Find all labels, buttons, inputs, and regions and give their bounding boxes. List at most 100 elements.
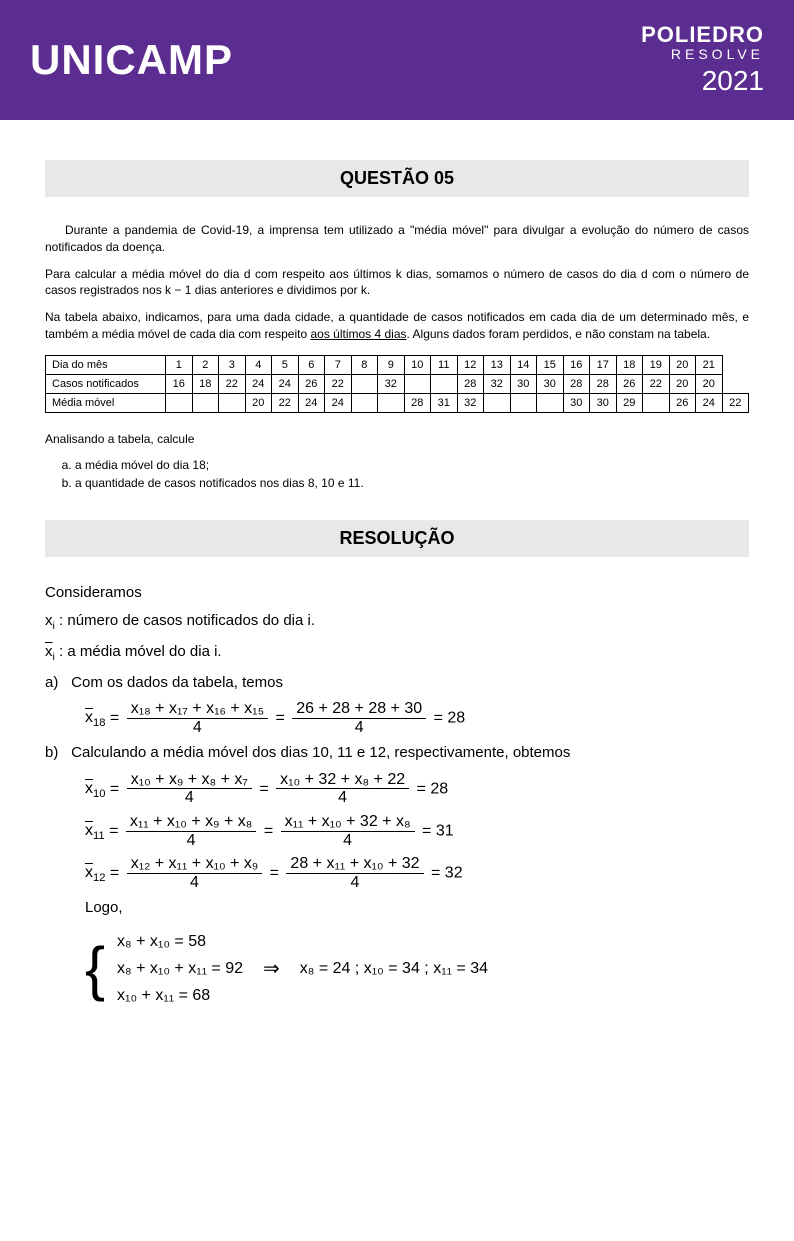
table-row-label: Casos notificados [46, 374, 166, 393]
table-cell: 22 [272, 393, 299, 412]
sys-line2: x₈ + x₁₀ + x₁₁ = 92 [117, 955, 243, 982]
b3-d2: 4 [286, 874, 423, 892]
table-cell: 8 [351, 355, 378, 374]
frac-a1: x₁₈ + x₁₇ + x₁₆ + x₁₅ 4 [127, 700, 268, 736]
table-cell [192, 393, 219, 412]
resolution-body: Consideramos xi : número de casos notifi… [45, 582, 749, 1010]
table-cell [404, 374, 431, 393]
table-cell [166, 393, 193, 412]
unicamp-logo: UNICAMP [30, 36, 233, 84]
b1-lhs: x10 [85, 780, 105, 797]
arrow-icon: ⇒ [263, 954, 280, 984]
def2-var: xi [45, 643, 55, 660]
a-den1: 4 [127, 719, 268, 737]
sys-line3: x₁₀ + x₁₁ = 68 [117, 982, 243, 1009]
brand-line1: POLIEDRO [641, 23, 764, 47]
table-cell: 6 [298, 355, 325, 374]
table-cell [351, 393, 378, 412]
analyse-text: Analisando a tabela, calcule [45, 431, 749, 448]
question-items: a média móvel do dia 18; a quantidade de… [75, 458, 749, 490]
table-cell: 5 [272, 355, 299, 374]
brand-line2: RESOLVE [641, 47, 764, 62]
def2: xi : a média móvel do dia i. [45, 641, 749, 666]
table-cell: 24 [696, 393, 723, 412]
table-cell: 31 [431, 393, 458, 412]
table-cell: 22 [643, 374, 670, 393]
b2-lhs: x11 [85, 822, 105, 839]
table-cell: 4 [245, 355, 272, 374]
table-cell: 24 [245, 374, 272, 393]
table-row-label: Dia do mês [46, 355, 166, 374]
table-cell: 10 [404, 355, 431, 374]
table-cell [484, 393, 511, 412]
label-b: b) [45, 742, 67, 765]
page-content: QUESTÃO 05 Durante a pandemia de Covid-1… [0, 120, 794, 1047]
table-cell: 26 [669, 393, 696, 412]
table-cell: 1 [166, 355, 193, 374]
b1-d1: 4 [127, 789, 252, 807]
table-cell: 24 [325, 393, 352, 412]
part-b-intro: b) Calculando a média móvel dos dias 10,… [45, 742, 749, 765]
consider: Consideramos [45, 582, 749, 605]
sys-line1: x₈ + x₁₀ = 58 [117, 928, 243, 955]
page-header: UNICAMP POLIEDRO RESOLVE 2021 [0, 0, 794, 120]
question-p2: Para calcular a média móvel do dia d com… [45, 266, 749, 300]
table-cell: 24 [298, 393, 325, 412]
item-b: a quantidade de casos notificados nos di… [75, 476, 749, 490]
brand-year: 2021 [641, 66, 764, 97]
p3-part-b: . Alguns dados foram perdidos, e não con… [407, 327, 711, 341]
a-num1: x₁₈ + x₁₇ + x₁₆ + x₁₅ [127, 700, 268, 719]
part-a-intro: a) Com os dados da tabela, temos [45, 672, 749, 695]
table-cell: 20 [669, 374, 696, 393]
b1-d2: 4 [276, 789, 409, 807]
table-cell: 28 [590, 374, 617, 393]
table-cell: 30 [510, 374, 537, 393]
def2-text: : a média móvel do dia i. [59, 643, 222, 660]
table-cell: 2 [192, 355, 219, 374]
table-cell: 28 [563, 374, 590, 393]
b3-r: 32 [445, 864, 463, 881]
table-cell [351, 374, 378, 393]
table-cell: 20 [245, 393, 272, 412]
brace-icon: { [85, 939, 105, 999]
table-cell: 16 [563, 355, 590, 374]
def2-sub: i [53, 651, 55, 663]
a-intro-text: Com os dados da tabela, temos [71, 674, 283, 691]
table-cell: 26 [616, 374, 643, 393]
table-cell [378, 393, 405, 412]
b2-n2: x₁₁ + x₁₀ + 32 + x₈ [281, 813, 415, 832]
question-p3: Na tabela abaixo, indicamos, para uma da… [45, 309, 749, 343]
eq-a: x18 = x₁₈ + x₁₇ + x₁₆ + x₁₅ 4 = 26 + 28 … [85, 700, 749, 736]
b1-n2: x₁₀ + 32 + x₈ + 22 [276, 771, 409, 790]
item-a: a média móvel do dia 18; [75, 458, 749, 472]
def1-x: x [45, 612, 53, 629]
a-num2: 26 + 28 + 28 + 30 [292, 700, 426, 719]
p3-underline: aos últimos 4 dias [310, 327, 406, 341]
table-cell: 21 [696, 355, 723, 374]
table-cell: 28 [404, 393, 431, 412]
label-a: a) [45, 672, 67, 695]
table-cell [643, 393, 670, 412]
table-cell: 32 [457, 393, 484, 412]
def1: xi : número de casos notificados do dia … [45, 610, 749, 635]
table-cell: 26 [298, 374, 325, 393]
table-cell: 22 [325, 374, 352, 393]
table-cell: 12 [457, 355, 484, 374]
poliedro-logo: POLIEDRO RESOLVE 2021 [641, 23, 764, 97]
resolution-title: RESOLUÇÃO [45, 520, 749, 557]
table-cell: 9 [378, 355, 405, 374]
table-cell: 17 [590, 355, 617, 374]
question-title: QUESTÃO 05 [45, 160, 749, 197]
a-den2: 4 [292, 719, 426, 737]
b3-n1: x₁₂ + x₁₁ + x₁₀ + x₉ [127, 855, 263, 874]
table-cell: 15 [537, 355, 564, 374]
table-cell: 18 [616, 355, 643, 374]
eq-b3: x12 = x₁₂ + x₁₁ + x₁₀ + x₉4 = 28 + x₁₁ +… [85, 855, 749, 891]
table-cell: 11 [431, 355, 458, 374]
b1-r: 28 [430, 780, 448, 797]
table-cell: 13 [484, 355, 511, 374]
table-row-label: Média móvel [46, 393, 166, 412]
b2-d1: 4 [126, 832, 257, 850]
table-cell: 32 [378, 374, 405, 393]
b2-r: 31 [436, 822, 454, 839]
